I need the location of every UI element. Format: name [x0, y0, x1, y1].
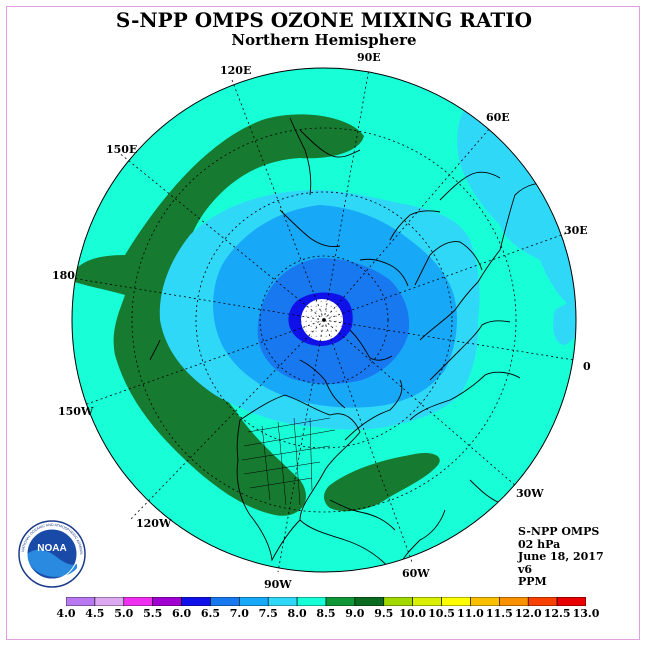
lon-label-60w: 60W — [402, 567, 430, 580]
color-swatch — [499, 597, 529, 606]
info-level: 02 hPa — [518, 537, 561, 551]
color-swatch — [412, 597, 442, 606]
color-scale-label: 9.5 — [374, 607, 394, 620]
color-swatch — [123, 597, 153, 606]
lon-label-90w: 90W — [264, 578, 292, 591]
noaa-logo: NOAA NATIONAL OCEANIC AND ATMOSPHERIC AD… — [18, 520, 86, 588]
color-scale-label: 10.5 — [428, 607, 455, 620]
info-date: June 18, 2017 — [518, 550, 604, 563]
color-swatch — [325, 597, 356, 606]
color-swatch — [296, 597, 327, 606]
color-swatch — [210, 597, 240, 606]
us-state-borders — [241, 417, 336, 506]
color-scale-label: 4.5 — [85, 607, 105, 620]
map-boundary — [71, 67, 577, 573]
info-units: PPM — [518, 575, 547, 588]
color-scale-label: 4.0 — [56, 607, 76, 620]
color-swatch — [152, 597, 182, 606]
color-scale-label: 7.5 — [258, 607, 278, 620]
color-swatch — [470, 597, 500, 606]
color-swatch — [556, 597, 586, 606]
color-scale-label: 11.0 — [457, 607, 484, 620]
lon-label-30w: 30W — [516, 487, 544, 500]
lon-label-0: 0 — [583, 360, 591, 373]
noaa-logo-text: NOAA — [37, 543, 66, 554]
region-8.5-9.0-atlantic — [324, 453, 440, 512]
color-swatch — [527, 597, 558, 606]
color-swatch — [181, 597, 211, 606]
lon-label-90e: 90E — [357, 51, 381, 64]
info-block: S-NPP OMPS 02 hPa June 18, 2017 v6 PPM — [518, 525, 604, 589]
map-subtitle: Northern Hemisphere — [231, 31, 417, 49]
lon-label-120w: 120W — [136, 517, 172, 530]
color-scale-label: 8.5 — [316, 607, 336, 620]
color-swatch — [239, 597, 269, 606]
color-swatch — [66, 597, 96, 606]
graticule — [71, 68, 575, 573]
color-scale-label: 5.5 — [143, 607, 163, 620]
color-swatch — [354, 597, 385, 606]
region-7.0-7.5-rim — [457, 108, 576, 310]
info-instrument: S-NPP OMPS — [518, 525, 600, 538]
color-swatch — [383, 597, 413, 606]
color-scale-label: 12.0 — [514, 607, 542, 620]
lon-label-180: 180 — [52, 269, 75, 282]
lon-label-150e: 150E — [106, 143, 138, 156]
color-scale-label: 6.0 — [171, 607, 192, 620]
color-scale-label: 9.0 — [345, 607, 365, 620]
color-scale-label: 12.5 — [543, 607, 571, 620]
color-scale-bar — [66, 597, 586, 606]
region-8.5-9.0-arc — [72, 114, 364, 516]
map-title: S-NPP OMPS OZONE MIXING RATIO — [115, 8, 533, 32]
color-scale-label: 7.0 — [229, 607, 249, 620]
region-7.0-7.5-east — [553, 302, 576, 345]
color-swatch — [94, 597, 125, 606]
color-scale-label: 6.5 — [200, 607, 221, 620]
color-scale-label: 11.5 — [485, 607, 513, 620]
color-swatch — [267, 597, 298, 606]
lon-label-150w: 150W — [58, 405, 94, 418]
lon-label-60e: 60E — [486, 111, 510, 124]
color-scale-label: 13.0 — [572, 607, 600, 620]
color-scale-label: 5.0 — [114, 607, 134, 620]
lon-label-30e: 30E — [564, 224, 588, 237]
color-scale-label: 10.0 — [399, 607, 427, 620]
color-scale-label: 8.0 — [287, 607, 307, 620]
info-version: v6 — [518, 562, 533, 576]
lon-label-120e: 120E — [220, 64, 252, 77]
figure-frame — [6, 6, 640, 640]
color-swatch — [441, 597, 471, 606]
